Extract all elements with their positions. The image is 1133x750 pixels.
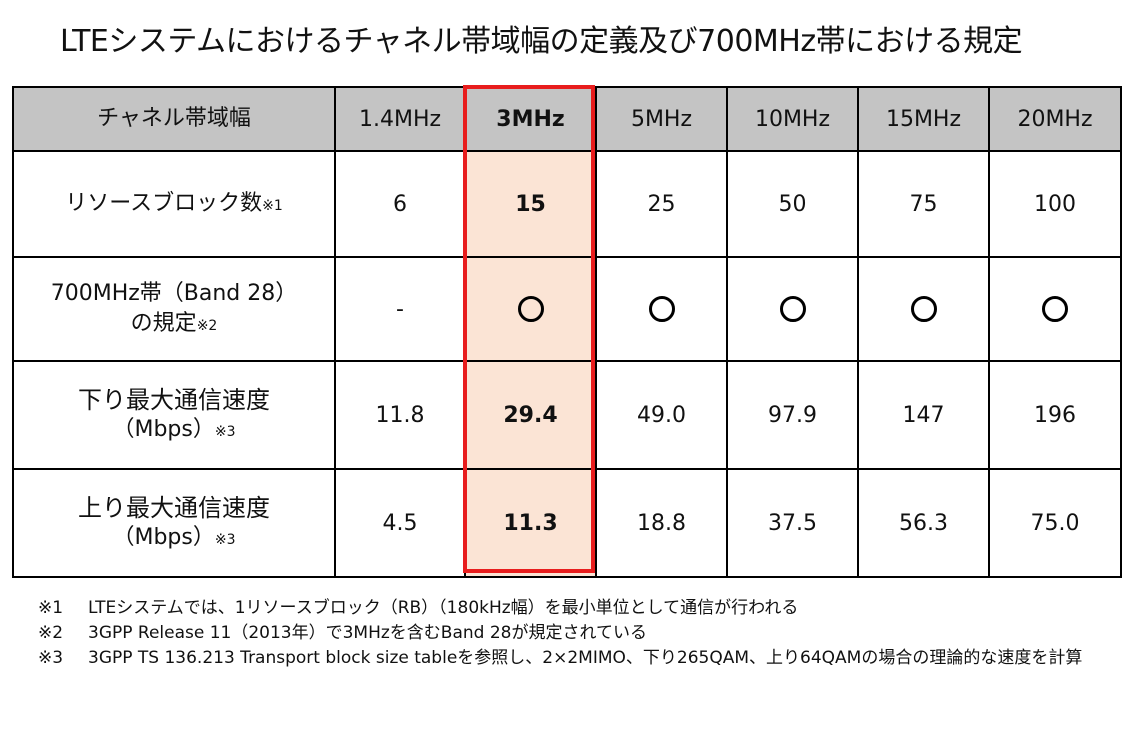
header-col-3mhz: 3MHz — [464, 86, 597, 152]
supported-cell — [857, 256, 990, 362]
table-cell: - — [334, 256, 466, 362]
row-label-line2: の規定 — [130, 311, 197, 336]
table-cell-highlighted: 29.4 — [464, 360, 597, 470]
row-label-downlink: 下り最大通信速度 （Mbps）※3 — [12, 360, 336, 470]
header-col-10mhz: 10MHz — [726, 86, 859, 152]
table-cell: 6 — [334, 150, 466, 258]
table-cell: 75 — [857, 150, 990, 258]
footnote-mark: ※3 — [38, 648, 64, 668]
row-label-text: リソースブロック数 — [65, 191, 263, 216]
circle-mark-icon — [648, 296, 675, 322]
footnote-text: 3GPP TS 136.213 Transport block size tab… — [88, 648, 1083, 668]
header-col-5mhz: 5MHz — [595, 86, 728, 152]
table-cell: 4.5 — [334, 468, 466, 578]
row-label-line2-wrap: の規定※2 — [15, 309, 333, 339]
channel-bandwidth-table: チャネル帯域幅 1.4MHz 3MHz 5MHz 10MHz 15MHz 20M… — [12, 86, 1122, 578]
footnote-3: ※3 3GPP TS 136.213 Transport block size … — [38, 646, 1118, 671]
circle-mark-icon — [517, 296, 544, 322]
footnote-1: ※1 LTEシステムでは、1リソースブロック（RB）（180kHz幅）を最小単位… — [38, 596, 1118, 621]
table-cell: 25 — [595, 150, 728, 258]
row-label-uplink: 上り最大通信速度 （Mbps）※3 — [12, 468, 336, 578]
footnote-ref-3: ※3 — [214, 424, 236, 440]
supported-cell — [988, 256, 1122, 362]
table-cell: 196 — [988, 360, 1122, 470]
table-cell: 56.3 — [857, 468, 990, 578]
supported-cell — [726, 256, 859, 362]
footnote-mark: ※1 — [38, 598, 64, 618]
row-label-line2-wrap: （Mbps）※3 — [15, 523, 333, 553]
supported-cell-highlighted — [464, 256, 597, 362]
footnote-text: LTEシステムでは、1リソースブロック（RB）（180kHz幅）を最小単位として… — [88, 598, 799, 618]
table-cell: 147 — [857, 360, 990, 470]
table-cell: 100 — [988, 150, 1122, 258]
footnote-ref-2: ※2 — [196, 318, 218, 334]
row-label-line1: 700MHz帯（Band 28） — [50, 281, 298, 306]
table-cell-highlighted: 15 — [464, 150, 597, 258]
table-cell: 50 — [726, 150, 859, 258]
footnote-2: ※2 3GPP Release 11（2013年）で3MHzを含むBand 28… — [38, 621, 1118, 646]
circle-mark-icon — [779, 296, 806, 322]
header-col-15mhz: 15MHz — [857, 86, 990, 152]
row-label-resource-blocks: リソースブロック数※1 — [12, 150, 336, 258]
row-label-band28: 700MHz帯（Band 28） の規定※2 — [12, 256, 336, 362]
page-title: LTEシステムにおけるチャネル帯域幅の定義及び700MHz帯における規定 — [60, 24, 1023, 59]
header-col-20mhz: 20MHz — [988, 86, 1122, 152]
footnote-ref-1: ※1 — [262, 198, 283, 214]
table-row-resource-blocks: リソースブロック数※1 6 15 25 50 75 100 — [12, 150, 1122, 258]
circle-mark-icon — [1042, 296, 1068, 322]
footnote-mark: ※2 — [38, 623, 64, 643]
table-row-uplink: 上り最大通信速度 （Mbps）※3 4.5 11.3 18.8 37.5 56.… — [12, 468, 1122, 578]
header-label-cell: チャネル帯域幅 — [12, 86, 336, 152]
table-cell: 11.8 — [334, 360, 466, 470]
table-cell-highlighted: 11.3 — [464, 468, 597, 578]
table-header-row: チャネル帯域幅 1.4MHz 3MHz 5MHz 10MHz 15MHz 20M… — [12, 86, 1122, 152]
footnote-ref-3: ※3 — [214, 532, 236, 548]
footnote-text: 3GPP Release 11（2013年）で3MHzを含むBand 28が規定… — [88, 623, 647, 643]
row-label-line2-wrap: （Mbps）※3 — [15, 415, 333, 445]
table-cell: 18.8 — [595, 468, 728, 578]
table-cell: 75.0 — [988, 468, 1122, 578]
row-label-line1: 下り最大通信速度 — [78, 386, 270, 414]
table-row-band28: 700MHz帯（Band 28） の規定※2 - — [12, 256, 1122, 362]
table-cell: 49.0 — [595, 360, 728, 470]
row-label-line2: （Mbps） — [112, 525, 215, 550]
row-label-line2: （Mbps） — [112, 417, 215, 442]
table-cell: 37.5 — [726, 468, 859, 578]
row-label-line1: 上り最大通信速度 — [78, 494, 270, 522]
footnotes: ※1 LTEシステムでは、1リソースブロック（RB）（180kHz幅）を最小単位… — [38, 596, 1118, 671]
header-col-1-4mhz: 1.4MHz — [334, 86, 466, 152]
supported-cell — [595, 256, 728, 362]
table-row-downlink: 下り最大通信速度 （Mbps）※3 11.8 29.4 49.0 97.9 14… — [12, 360, 1122, 470]
table-cell: 97.9 — [726, 360, 859, 470]
circle-mark-icon — [910, 296, 937, 322]
